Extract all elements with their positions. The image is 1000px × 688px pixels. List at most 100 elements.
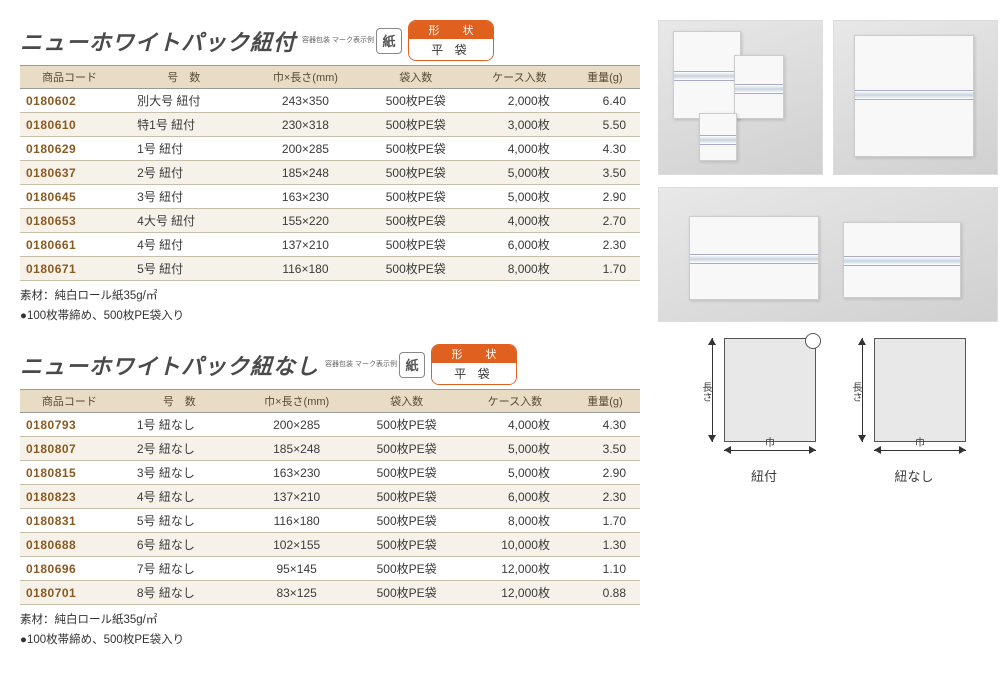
table-cell: 0180793 xyxy=(20,413,119,437)
product-section: ニューホワイトパック紐なし容器包装 マーク表示例紙形 状平 袋商品コード号 数巾… xyxy=(20,344,640,650)
table-cell: 500枚PE袋 xyxy=(354,509,460,533)
table-cell: 200×285 xyxy=(248,137,362,161)
table-cell: 2.70 xyxy=(570,209,640,233)
table-cell: 500枚PE袋 xyxy=(354,461,460,485)
table-cell: 0180661 xyxy=(20,233,119,257)
table-cell: 12,000枚 xyxy=(460,581,570,605)
table-cell: 500枚PE袋 xyxy=(362,161,469,185)
table-cell: 12,000枚 xyxy=(460,557,570,581)
table-header: 商品コード xyxy=(20,390,119,413)
table-row: 01806614号 紐付137×210500枚PE袋6,000枚2.30 xyxy=(20,233,640,257)
table-cell: 1.70 xyxy=(570,509,640,533)
table-row: 01806453号 紐付163×230500枚PE袋5,000枚2.90 xyxy=(20,185,640,209)
table-cell: 2号 紐付 xyxy=(119,161,248,185)
table-cell: 500枚PE袋 xyxy=(354,485,460,509)
table-cell: 1.70 xyxy=(570,257,640,281)
note-line: ●100枚帯締め、500枚PE袋入り xyxy=(20,307,640,327)
table-cell: 6,000枚 xyxy=(460,485,570,509)
table-cell: 3号 紐なし xyxy=(119,461,240,485)
table-header: ケース入数 xyxy=(469,66,570,89)
table-cell: 116×180 xyxy=(248,257,362,281)
section-title: ニューホワイトパック紐付 xyxy=(20,25,296,57)
table-row: 01808234号 紐なし137×210500枚PE袋6,000枚2.30 xyxy=(20,485,640,509)
table-cell: 102×155 xyxy=(240,533,354,557)
table-cell: 6号 紐なし xyxy=(119,533,240,557)
table-cell: 3,000枚 xyxy=(469,113,570,137)
table-cell: 500枚PE袋 xyxy=(362,209,469,233)
shape-badge-header: 形 状 xyxy=(409,21,493,39)
spec-table: 商品コード号 数巾×長さ(mm)袋入数ケース入数重量(g)01807931号 紐… xyxy=(20,389,640,605)
table-cell: 1号 紐付 xyxy=(119,137,248,161)
table-cell: 500枚PE袋 xyxy=(354,581,460,605)
table-row: 01808072号 紐なし185×248500枚PE袋5,000枚3.50 xyxy=(20,437,640,461)
table-cell: 500枚PE袋 xyxy=(362,257,469,281)
table-row: 0180610特1号 紐付230×318500枚PE袋3,000枚5.50 xyxy=(20,113,640,137)
table-header: 重量(g) xyxy=(570,66,640,89)
dim-length-label: 長さ xyxy=(698,382,713,402)
table-row: 01806372号 紐付185×248500枚PE袋5,000枚3.50 xyxy=(20,161,640,185)
table-cell: 163×230 xyxy=(248,185,362,209)
dim-width-label: 巾 xyxy=(724,434,816,449)
table-row: 01806886号 紐なし102×155500枚PE袋10,000枚1.30 xyxy=(20,533,640,557)
table-cell: 4大号 紐付 xyxy=(119,209,248,233)
note-line: ●100枚帯締め、500枚PE袋入り xyxy=(20,631,640,651)
table-cell: 500枚PE袋 xyxy=(362,137,469,161)
table-cell: 95×145 xyxy=(240,557,354,581)
diagram-caption-string: 紐付 xyxy=(704,466,824,485)
table-cell: 別大号 紐付 xyxy=(119,89,248,113)
table-cell: 2.90 xyxy=(570,185,640,209)
table-cell: 0180629 xyxy=(20,137,119,161)
table-cell: 6,000枚 xyxy=(469,233,570,257)
table-cell: 8号 紐なし xyxy=(119,581,240,605)
table-cell: 500枚PE袋 xyxy=(362,233,469,257)
table-cell: 1号 紐なし xyxy=(119,413,240,437)
table-cell: 0180815 xyxy=(20,461,119,485)
table-cell: 500枚PE袋 xyxy=(354,413,460,437)
shape-badge-value: 平 袋 xyxy=(409,39,493,60)
product-photo-2 xyxy=(833,20,998,175)
table-cell: 4,000枚 xyxy=(460,413,570,437)
table-cell: 5.50 xyxy=(570,113,640,137)
table-cell: 4号 紐なし xyxy=(119,485,240,509)
table-cell: 500枚PE袋 xyxy=(362,113,469,137)
table-cell: 7号 紐なし xyxy=(119,557,240,581)
table-cell: 2号 紐なし xyxy=(119,437,240,461)
table-cell: 116×180 xyxy=(240,509,354,533)
table-header: 巾×長さ(mm) xyxy=(240,390,354,413)
table-row: 01808315号 紐なし116×180500枚PE袋8,000枚1.70 xyxy=(20,509,640,533)
table-cell: 5号 紐なし xyxy=(119,509,240,533)
table-row: 01807931号 紐なし200×285500枚PE袋4,000枚4.30 xyxy=(20,413,640,437)
shape-badge: 形 状平 袋 xyxy=(431,344,517,385)
product-photo-3 xyxy=(658,187,998,322)
dim-width-label: 巾 xyxy=(874,434,966,449)
shape-badge-header: 形 状 xyxy=(432,345,516,363)
table-cell: 0180637 xyxy=(20,161,119,185)
table-header: 袋入数 xyxy=(362,66,469,89)
table-cell: 500枚PE袋 xyxy=(354,557,460,581)
table-cell: 230×318 xyxy=(248,113,362,137)
table-row: 0180602別大号 紐付243×350500枚PE袋2,000枚6.40 xyxy=(20,89,640,113)
diagram-no-string: 長さ 巾 紐なし xyxy=(854,332,974,485)
table-cell: 10,000枚 xyxy=(460,533,570,557)
paper-mark-label: 容器包装 マーク表示例 xyxy=(302,37,374,45)
table-cell: 0180610 xyxy=(20,113,119,137)
table-row: 01806967号 紐なし95×145500枚PE袋12,000枚1.10 xyxy=(20,557,640,581)
table-cell: 137×210 xyxy=(240,485,354,509)
shape-badge: 形 状平 袋 xyxy=(408,20,494,61)
table-cell: 0180653 xyxy=(20,209,119,233)
table-row: 01806715号 紐付116×180500枚PE袋8,000枚1.70 xyxy=(20,257,640,281)
table-cell: 3.50 xyxy=(570,161,640,185)
diagram-caption-nostring: 紐なし xyxy=(854,466,974,485)
table-cell: 5,000枚 xyxy=(460,437,570,461)
table-cell: 0180696 xyxy=(20,557,119,581)
table-cell: 6.40 xyxy=(570,89,640,113)
table-cell: 2.30 xyxy=(570,485,640,509)
diagram-with-string: 長さ 巾 紐付 xyxy=(704,332,824,485)
table-header: 袋入数 xyxy=(354,390,460,413)
table-cell: 4,000枚 xyxy=(469,209,570,233)
table-cell: 0180807 xyxy=(20,437,119,461)
table-row: 01806534大号 紐付155×220500枚PE袋4,000枚2.70 xyxy=(20,209,640,233)
note-line: 素材：純白ロール紙35g/㎡ xyxy=(20,287,640,307)
note-line: 素材：純白ロール紙35g/㎡ xyxy=(20,611,640,631)
table-row: 01808153号 紐なし163×230500枚PE袋5,000枚2.90 xyxy=(20,461,640,485)
